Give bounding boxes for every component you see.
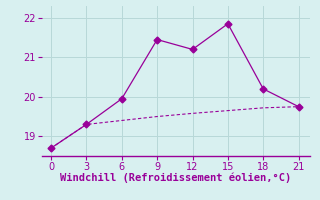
X-axis label: Windchill (Refroidissement éolien,°C): Windchill (Refroidissement éolien,°C) [60, 173, 292, 183]
